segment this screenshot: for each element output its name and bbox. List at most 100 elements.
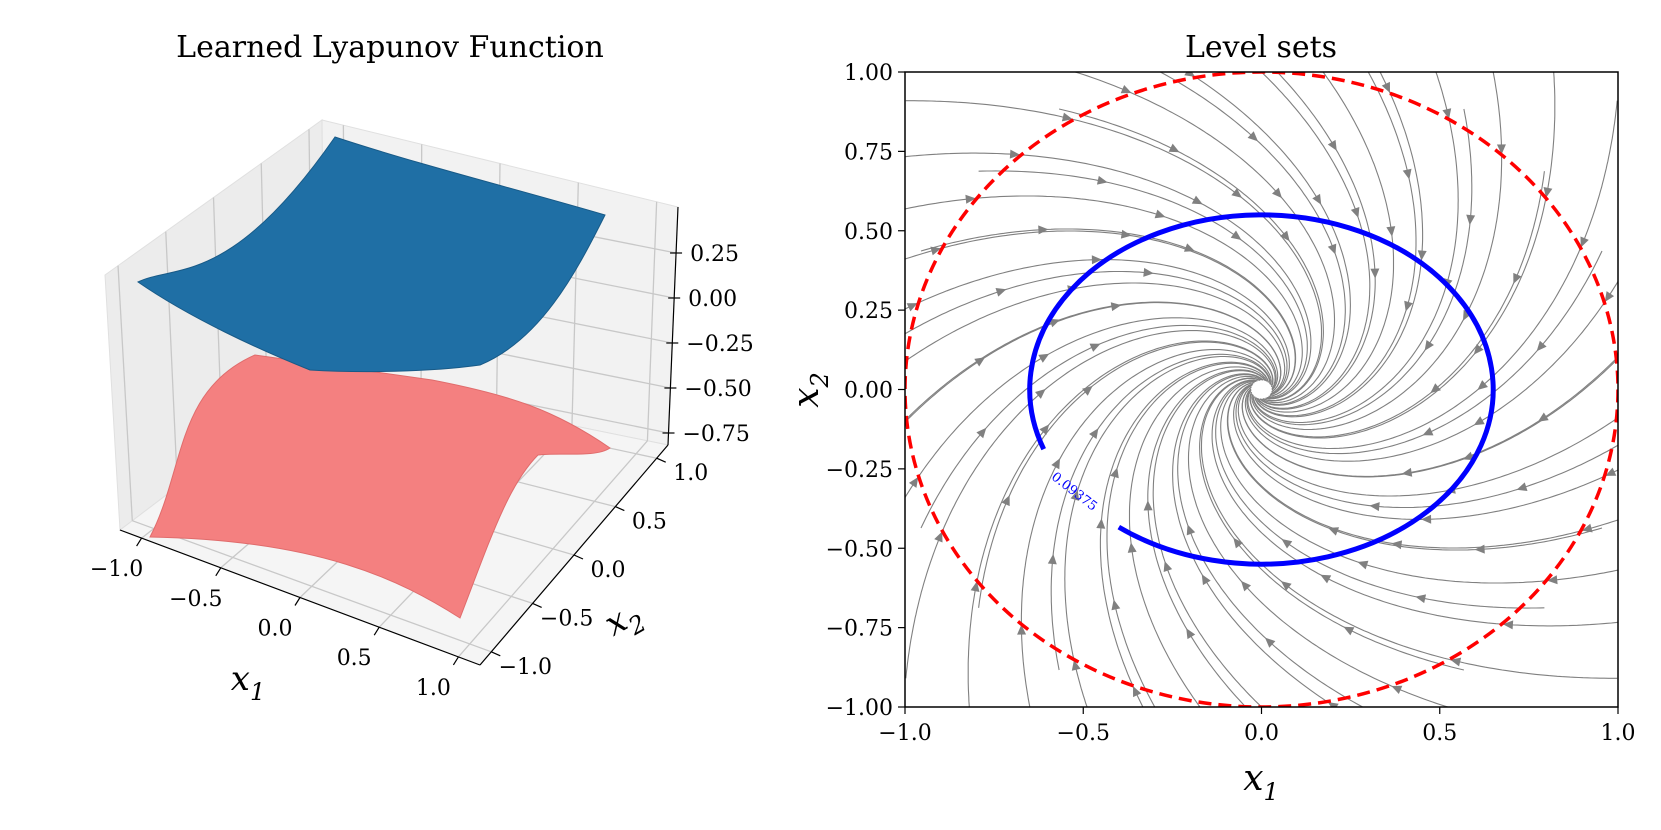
stream-arrow [1051,458,1061,470]
streamline [905,301,1282,422]
z-tick-label: 0.00 [688,287,737,312]
stream-arrow [1038,225,1049,235]
x2-tick-mark [615,506,625,512]
stream-arrow [1133,686,1142,698]
stream-arrow [1357,560,1369,570]
streamline [1255,72,1395,413]
stream-arrow [1605,467,1617,476]
stream-arrow [1186,628,1196,640]
streamline [1147,369,1267,707]
stream-arrow [1343,626,1355,636]
x2-tick-label: −1.0 [499,655,552,680]
stream-arrow [1110,302,1122,312]
stream-arrow [974,357,986,367]
stream-arrow [1421,514,1432,524]
stream-arrow [1543,187,1553,198]
stream-arrow [1110,467,1119,479]
streamline [1253,72,1424,418]
stream-arrow [1096,175,1108,185]
x2-tick-mark [656,457,666,463]
z-axis-line [667,206,679,446]
stream-arrow [1231,188,1243,198]
chart-title-level-sets: Level sets [1185,30,1337,65]
stream-arrow [1424,339,1434,351]
streamlines [905,72,1618,707]
stream-arrow [1462,309,1472,321]
x2-tick-label: −0.5 [540,606,593,631]
stream-arrow [934,531,943,543]
streamline [1249,171,1545,438]
stream-arrow [1430,383,1441,394]
stream-arrow [1001,495,1010,507]
stream-arrow [1369,502,1380,512]
stream-arrow [1120,229,1132,239]
stream-arrow [1391,540,1403,550]
streamline [1064,355,1271,707]
streamline [1257,72,1371,409]
stream-arrow [1091,255,1102,265]
stream-arrow [1502,620,1514,630]
stream-arrow [1281,538,1293,549]
grid-line [457,440,648,658]
stream-arrow [1280,581,1292,591]
streamline [1058,108,1324,402]
stream-arrow [1186,524,1196,536]
stream-arrow [1082,385,1093,396]
stream-arrow [1047,553,1057,565]
stream-arrow [1111,599,1121,611]
stream-arrow [1391,685,1403,695]
stream-arrow [1442,108,1452,120]
stream-arrow [908,477,919,488]
plot-frame [904,71,1619,708]
stream-arrow [1381,81,1390,93]
streamline [967,340,1274,707]
streamline [905,100,1323,402]
streamline [1152,370,1266,707]
stream-arrow [1035,389,1046,399]
x1-tick-mark [215,567,222,577]
y-tick-label: 0.25 [844,299,893,324]
streamline [1128,366,1268,707]
x2-tick-label: 0.5 [632,510,667,535]
level-set-contour [1027,212,1496,567]
grid-line [117,265,133,521]
stream-arrow [1120,84,1132,94]
streamline [920,228,1297,398]
stream-arrow [1580,236,1589,248]
streamline [978,170,1308,399]
stream-arrow [1422,427,1434,436]
chart-title-3d: Learned Lyapunov Function [176,30,604,65]
stream-arrow [1417,250,1427,261]
y-tick-label: −0.50 [826,537,893,562]
stream-arrow [1537,412,1549,422]
x1-tick-label: 0.0 [258,617,293,642]
x1-tick-label: 1.0 [416,676,451,701]
streamline [1099,361,1270,707]
x2-tick-mark [573,554,584,560]
streamline [1251,72,1503,431]
streamline [1220,380,1618,584]
lyapunov-surface [137,136,606,373]
x2-tick-label: 0.0 [591,558,626,583]
stream-arrow [1386,226,1396,237]
stream-arrow [976,427,987,439]
stream-arrow [1143,500,1153,511]
stream-arrow [1264,637,1276,648]
x2-tick-mark [532,602,542,608]
y-axis-label: x2 [786,372,834,408]
x2-label-3d: x2 [598,593,651,651]
stream-arrow [1233,537,1244,549]
stream-arrow [1154,209,1166,219]
stream-arrow [1320,574,1332,584]
stream-arrow [1038,353,1050,363]
stream-arrow [1516,482,1528,491]
stream-arrow [906,303,918,312]
streamline [1233,383,1618,520]
streamline [1241,356,1618,477]
z-tick-label: 0.25 [690,242,739,267]
x1-tick-mark [452,656,459,666]
stream-arrow [1230,230,1242,241]
stream-arrow [995,288,1007,297]
streamline [1244,280,1618,462]
x1-tick-mark [294,597,301,606]
